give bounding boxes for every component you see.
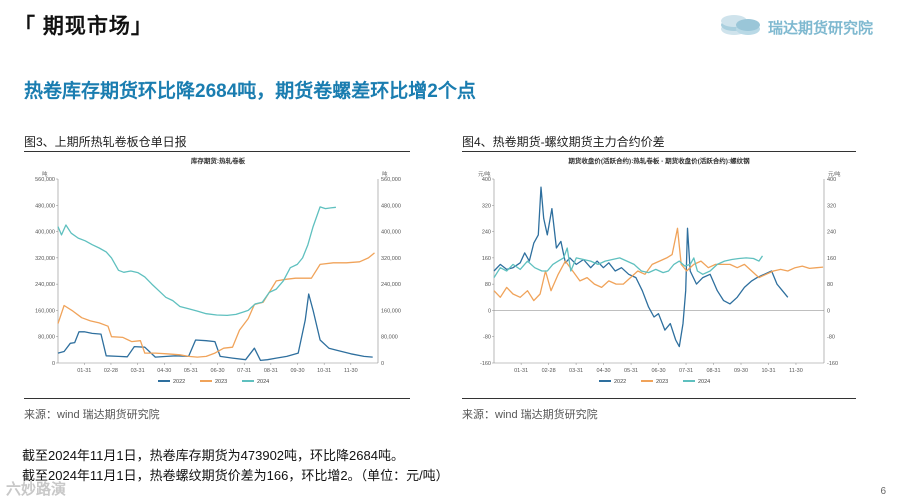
y-tick-label-left: 320,000 <box>35 256 55 262</box>
note-spread: 截至2024年11月1日，热卷螺纹期货价差为166，环比增2。（单位：元/吨） <box>22 468 449 483</box>
y-tick-label-left: 240,000 <box>35 282 55 288</box>
note-inventory: 截至2024年11月1日，热卷库存期货为473902吨，环比降2684吨。 <box>22 448 404 463</box>
y-tick-label-right: 80 <box>827 282 833 288</box>
y-tick-label-right: 0 <box>381 361 384 367</box>
figure-left-rule <box>24 151 410 152</box>
figure-left-bottom-rule <box>24 398 410 399</box>
series-line-2023 <box>57 252 375 358</box>
y-tick-label-right: 400 <box>827 177 836 183</box>
x-tick-label: 08-31 <box>706 368 720 374</box>
y-tick-label-left: 80 <box>485 282 491 288</box>
y-tick-label-right: 80,000 <box>381 335 398 341</box>
y-tick-label-right: 0 <box>827 308 830 314</box>
y-tick-label-right: 160,000 <box>381 308 401 314</box>
figure-right-caption: 图4、热卷期货-螺纹期货主力合约价差 <box>462 135 665 149</box>
y-tick-label-right: 320,000 <box>381 256 401 262</box>
page-number: 6 <box>880 486 886 497</box>
x-tick-label: 03-31 <box>569 368 583 374</box>
legend-label-2024: 2024 <box>257 379 269 385</box>
y-tick-label-right: 560,000 <box>381 177 401 183</box>
x-tick-label: 11-30 <box>789 368 803 374</box>
x-tick-label: 08-31 <box>264 368 278 374</box>
y-tick-label-left: 560,000 <box>35 177 55 183</box>
y-axis-label-left: 元/吨 <box>478 170 491 178</box>
x-tick-label: 04-30 <box>597 368 611 374</box>
x-tick-label: 02-28 <box>542 368 556 374</box>
y-tick-label-left: -80 <box>483 335 491 341</box>
y-tick-label-left: 400,000 <box>35 230 55 236</box>
x-tick-label: 10-31 <box>317 368 331 374</box>
y-tick-label-left: 160 <box>482 256 491 262</box>
y-tick-label-right: 320 <box>827 203 836 209</box>
x-tick-label: 07-31 <box>237 368 251 374</box>
x-tick-label: 06-30 <box>211 368 225 374</box>
headline: 热卷库存期货环比降2684吨，期货卷螺差环比增2个点 <box>24 81 476 102</box>
y-tick-label-right: -160 <box>827 361 838 367</box>
brand-logo: 瑞达期货研究院 <box>718 7 888 41</box>
x-tick-label: 09-30 <box>734 368 748 374</box>
figure-right-bottom-rule <box>462 398 856 399</box>
y-tick-label-right: 400,000 <box>381 230 401 236</box>
watermark: 六妙路演 <box>6 481 67 498</box>
legend-label-2022: 2022 <box>173 379 185 385</box>
x-tick-label: 03-31 <box>131 368 145 374</box>
y-tick-label-left: 80,000 <box>38 335 55 341</box>
y-tick-label-left: 0 <box>52 361 55 367</box>
y-axis-label-right: 吨 <box>382 170 388 178</box>
section-title: 「 期现市场」 <box>14 15 153 38</box>
y-tick-label-right: 240 <box>827 230 836 236</box>
chart-right-container: 期货收盘价(活跃合约):热轧卷板 - 期货收盘价(活跃合约):螺纹钢元/吨 元/吨… <box>456 153 860 393</box>
legend-label-2023: 2023 <box>215 379 227 385</box>
x-tick-label: 10-31 <box>761 368 775 374</box>
series-line-2024 <box>493 247 764 278</box>
y-tick-label-right: -80 <box>827 335 835 341</box>
brand-name: 瑞达期货研究院 <box>768 20 874 37</box>
x-tick-label: 04-30 <box>157 368 171 374</box>
y-tick-label-left: 480,000 <box>35 203 55 209</box>
legend-label-2024: 2024 <box>698 379 710 385</box>
x-tick-label: 01-31 <box>77 368 91 374</box>
x-tick-label: 05-31 <box>624 368 638 374</box>
coins-icon <box>721 15 760 35</box>
figure-right-source: 来源：wind 瑞达期货研究院 <box>462 409 598 421</box>
series-line-2024 <box>57 206 336 317</box>
y-axis-label-right: 元/吨 <box>828 170 841 178</box>
x-tick-label: 06-30 <box>652 368 666 374</box>
y-tick-label-left: 160,000 <box>35 308 55 314</box>
y-tick-label-left: -160 <box>480 361 491 367</box>
figure-left-caption: 图3、上期所热轧卷板仓单日报 <box>24 135 187 149</box>
y-tick-label-left: 240 <box>482 230 491 236</box>
y-tick-label-right: 480,000 <box>381 203 401 209</box>
chart-left-container: 库存期货:热轧卷板吨 吨 0 0 80,000 80,000 160,000 160,000 2… <box>20 153 414 393</box>
y-axis-label-left: 吨 <box>42 170 48 178</box>
chart-title: 库存期货:热轧卷板 <box>191 156 246 165</box>
y-tick-label-left: 400 <box>482 177 491 183</box>
y-tick-label-left: 0 <box>488 308 491 314</box>
series-line-2022 <box>57 293 373 362</box>
legend-label-2023: 2023 <box>656 379 668 385</box>
chart-title: 期货收盘价(活跃合约):热轧卷板 - 期货收盘价(活跃合约):螺纹钢 <box>568 156 750 165</box>
series-line-2023 <box>493 227 824 302</box>
x-tick-label: 07-31 <box>679 368 693 374</box>
legend-label-2022: 2022 <box>614 379 626 385</box>
x-tick-label: 11-30 <box>344 368 358 374</box>
y-tick-label-right: 240,000 <box>381 282 401 288</box>
y-tick-label-left: 320 <box>482 203 491 209</box>
series-line-2022 <box>493 186 789 348</box>
figure-right-rule <box>462 151 856 152</box>
x-tick-label: 05-31 <box>184 368 198 374</box>
y-tick-label-right: 160 <box>827 256 836 262</box>
x-tick-label: 09-30 <box>290 368 304 374</box>
x-tick-label: 01-31 <box>514 368 528 374</box>
figure-left-source: 来源：wind 瑞达期货研究院 <box>24 409 160 421</box>
x-tick-label: 02-28 <box>104 368 118 374</box>
